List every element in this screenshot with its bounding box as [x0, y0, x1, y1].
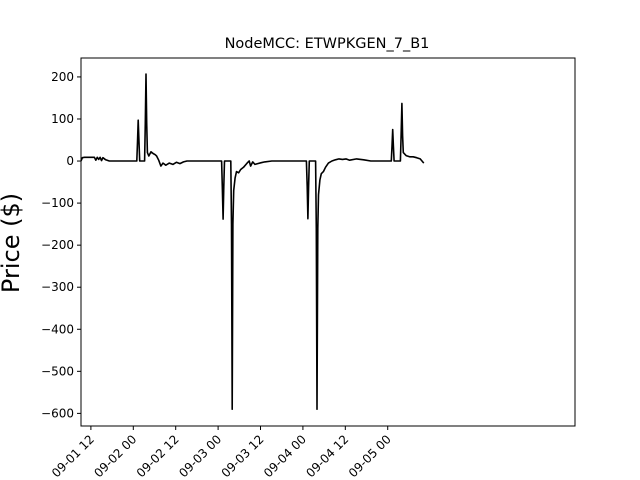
- y-tick-label: −300: [41, 280, 74, 294]
- x-tick-label: 09-05 00: [346, 432, 394, 480]
- y-axis: 200 100 0 −100 −200 −300 −400 −500 −600: [41, 70, 81, 420]
- y-tick-label: −600: [41, 406, 74, 420]
- x-tick-label: 09-03 00: [176, 432, 224, 480]
- y-tick-label: 100: [51, 112, 74, 126]
- y-tick-label: −500: [41, 364, 74, 378]
- chart-title: NodeMCC: ETWPKGEN_7_B1: [225, 36, 430, 52]
- x-tick-label: 09-04 12: [303, 432, 351, 480]
- x-tick-label: 09-02 00: [91, 432, 139, 480]
- price-series-line: [80, 73, 425, 411]
- y-tick-label: −100: [41, 196, 74, 210]
- x-tick-label: 09-01 12: [49, 432, 97, 480]
- plot-frame: [80, 57, 576, 427]
- y-axis-label: Price ($): [0, 193, 25, 293]
- x-tick-label: 09-02 12: [134, 432, 182, 480]
- x-tick-label: 09-03 12: [219, 432, 267, 480]
- y-tick-label: −200: [41, 238, 74, 252]
- y-tick-label: 0: [66, 154, 74, 168]
- y-tick-label: −400: [41, 322, 74, 336]
- y-tick-label: 200: [51, 70, 74, 84]
- x-tick-label: 09-04 00: [261, 432, 309, 480]
